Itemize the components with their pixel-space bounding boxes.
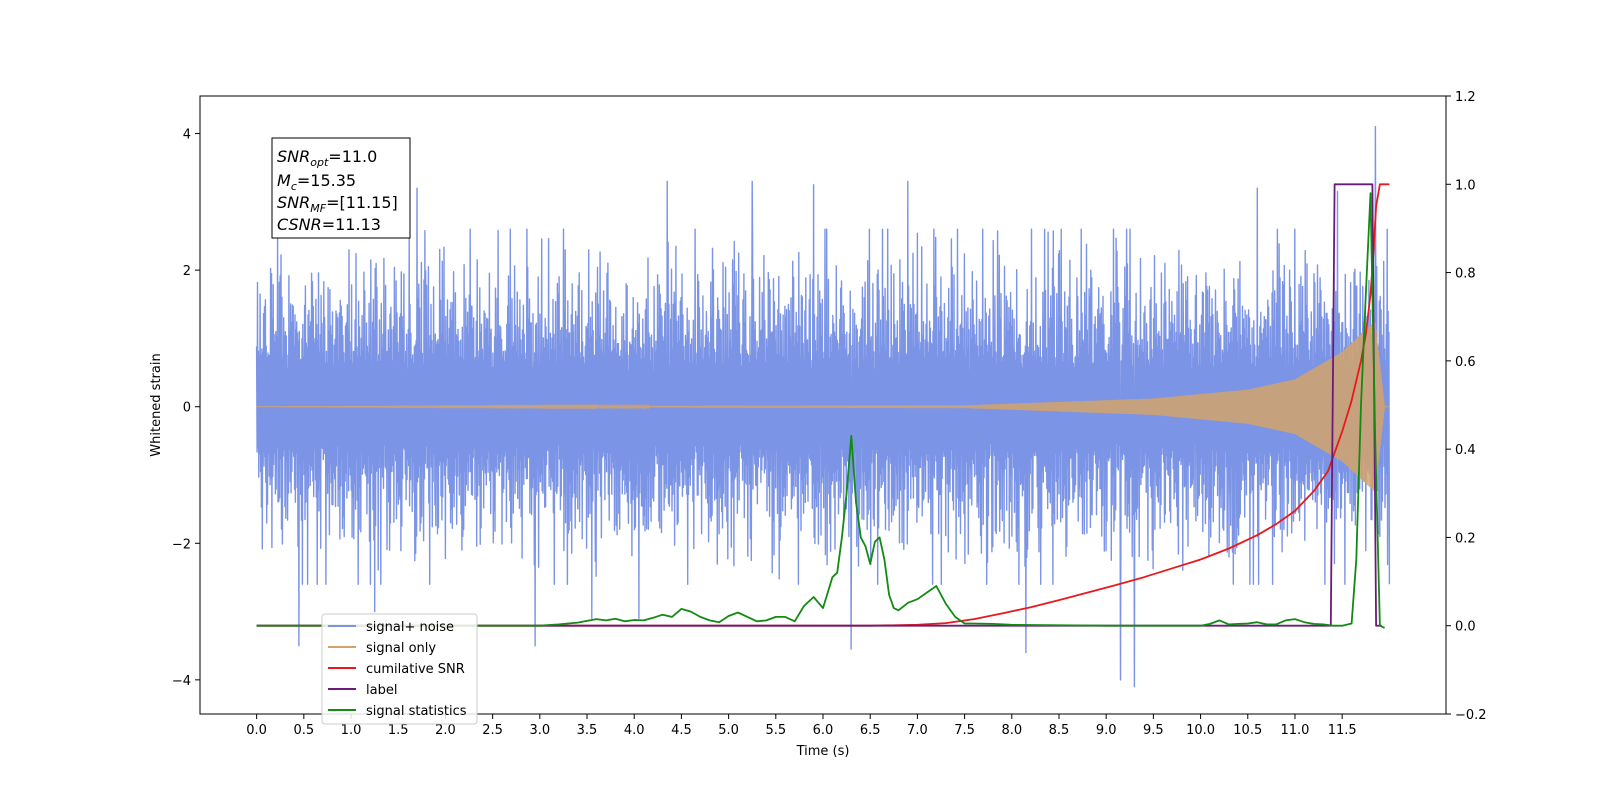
x-tick-label: 3.5 (577, 723, 598, 738)
x-tick-label: 3.0 (529, 723, 550, 738)
x-tick-label: 0.0 (246, 723, 267, 738)
snr-opt-text: SNRopt=11.0 (277, 147, 377, 169)
series-cumulative-snr (256, 183, 1390, 627)
y2-tick-label: 0.0 (1455, 620, 1476, 635)
x-tick-label: 2.5 (482, 723, 503, 738)
x-axis: 0.0 0.5 1.0 1.5 2.0 2.5 3.0 3.5 4.0 4.5 5.0 5.5 6.0 6… (246, 714, 1357, 738)
y2-tick-label: 0.2 (1455, 531, 1476, 546)
x-tick-label: 1.0 (341, 723, 362, 738)
y-tick-label: 2 (183, 264, 191, 279)
y2-tick-label: 0.4 (1455, 443, 1476, 458)
y2-tick-label: 1.2 (1455, 90, 1476, 105)
legend-label: signal statistics (366, 704, 467, 719)
legend: signal+ noise signal only cumilative SNR la… (321, 613, 478, 725)
x-tick-label: 9.0 (1096, 723, 1117, 738)
y2-tick-label: 0.6 (1455, 355, 1476, 370)
x-tick-label: 10.0 (1186, 723, 1215, 738)
legend-label: signal+ noise (366, 620, 454, 635)
y-axis-right: 1.2 1.0 0.8 0.6 0.4 0.2 0.0 −0.2 (1446, 90, 1487, 723)
metrics-annotation-box: SNRopt=11.0 Mc=15.35 SNRMF=[11.15] CSNR=… (271, 137, 411, 239)
y-tick-label: 4 (183, 128, 191, 143)
series-signal-only (256, 321, 1390, 492)
legend-label: label (366, 683, 397, 698)
x-tick-label: 4.5 (671, 723, 692, 738)
y-tick-label: −2 (172, 537, 191, 552)
x-tick-label: 8.0 (1001, 723, 1022, 738)
x-tick-label: 6.0 (813, 723, 834, 738)
x-tick-label: 11.0 (1280, 723, 1309, 738)
csnr-text: CSNR=11.13 (277, 215, 381, 234)
plot-area (255, 126, 1391, 688)
x-tick-label: 11.5 (1328, 723, 1357, 738)
y2-tick-label: 1.0 (1455, 178, 1476, 193)
y-tick-label: −4 (172, 674, 191, 689)
mc-text: Mc=15.35 (277, 171, 356, 193)
x-tick-label: 5.5 (765, 723, 786, 738)
x-axis-label: Time (s) (796, 744, 850, 759)
x-tick-label: 0.5 (293, 723, 314, 738)
y-tick-label: 0 (183, 401, 191, 416)
x-tick-label: 1.5 (388, 723, 409, 738)
y-axis-left: 4 2 0 −2 −4 (172, 128, 200, 689)
x-tick-label: 2.0 (435, 723, 456, 738)
x-tick-label: 7.5 (954, 723, 975, 738)
x-tick-label: 10.5 (1233, 723, 1262, 738)
x-tick-label: 4.0 (624, 723, 645, 738)
y2-tick-label: 0.8 (1455, 267, 1476, 282)
snr-mf-text: SNRMF=[11.15] (277, 193, 398, 215)
series-signal-plus-noise (255, 126, 1391, 688)
x-tick-label: 7.0 (907, 723, 928, 738)
legend-label: cumilative SNR (366, 662, 465, 677)
x-tick-label: 9.5 (1143, 723, 1164, 738)
legend-label: signal only (366, 641, 436, 656)
y-axis-label: Whitened strain (149, 353, 164, 456)
x-tick-label: 6.5 (860, 723, 881, 738)
x-tick-label: 5.0 (718, 723, 739, 738)
x-tick-label: 8.5 (1049, 723, 1070, 738)
series-signal-statistics (256, 192, 1385, 629)
y2-tick-label: −0.2 (1455, 708, 1487, 723)
